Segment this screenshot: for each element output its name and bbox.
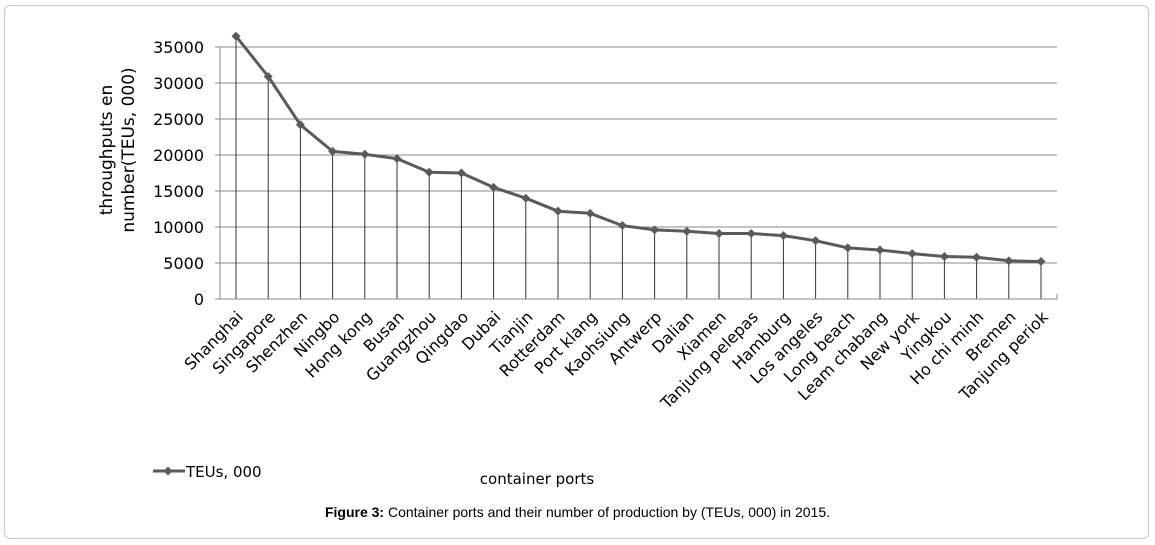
y-tick-labels: 0 5000 10000 15000 20000 25000 30000 35000 (153, 38, 204, 309)
data-point (489, 182, 499, 192)
data-point (972, 252, 982, 262)
data-point (843, 243, 853, 253)
data-point (263, 72, 273, 82)
data-point (553, 206, 563, 216)
data-point (939, 252, 949, 262)
data-point (392, 154, 402, 164)
line-chart: 0 5000 10000 15000 20000 25000 30000 35000 Shan… (97, 31, 1058, 488)
y-axis-label-line-2: number(TEUs, 000) (119, 67, 139, 232)
y-tick-label: 15000 (153, 182, 204, 201)
data-point (360, 149, 370, 159)
x-axis-label: container ports (480, 470, 595, 488)
data-point (585, 208, 595, 218)
y-tick-label: 20000 (153, 146, 204, 165)
caption-text: Container ports and their number of prod… (384, 504, 831, 520)
data-point (907, 249, 917, 259)
data-point (778, 231, 788, 241)
y-tick-label: 10000 (153, 218, 204, 237)
data-point (1036, 257, 1046, 267)
data-point (811, 236, 821, 246)
legend: TEUs, 000 (153, 463, 262, 481)
grid-lines (215, 46, 1057, 300)
drop-lines (235, 36, 1042, 299)
data-point (875, 245, 885, 255)
data-point (682, 226, 692, 236)
data-point (328, 146, 338, 156)
data-point (746, 228, 756, 238)
legend-label: TEUs, 000 (185, 463, 262, 481)
legend-marker (163, 466, 173, 476)
data-point (231, 31, 241, 41)
y-tick-label: 35000 (153, 38, 204, 57)
data-point (650, 225, 660, 235)
data-point (1004, 256, 1014, 266)
data-point (617, 221, 627, 231)
data-point (295, 120, 305, 130)
y-tick-label: 30000 (153, 74, 204, 93)
y-tick-label: 5000 (163, 254, 204, 273)
caption-label: Figure 3: (324, 504, 385, 520)
y-tick-label: 0 (194, 290, 204, 309)
data-point (521, 193, 531, 203)
series-path (234, 35, 1042, 264)
data-point (714, 228, 724, 238)
data-point (456, 168, 466, 178)
y-tick-label: 25000 (153, 110, 204, 129)
figure-frame (4, 5, 1149, 539)
y-axis-label-line-1: throughputs en (97, 85, 117, 216)
data-point (424, 167, 434, 177)
axes (219, 47, 1058, 300)
series-line (231, 31, 1046, 267)
figure-caption: Figure 3: Container ports and their numb… (0, 504, 1155, 520)
